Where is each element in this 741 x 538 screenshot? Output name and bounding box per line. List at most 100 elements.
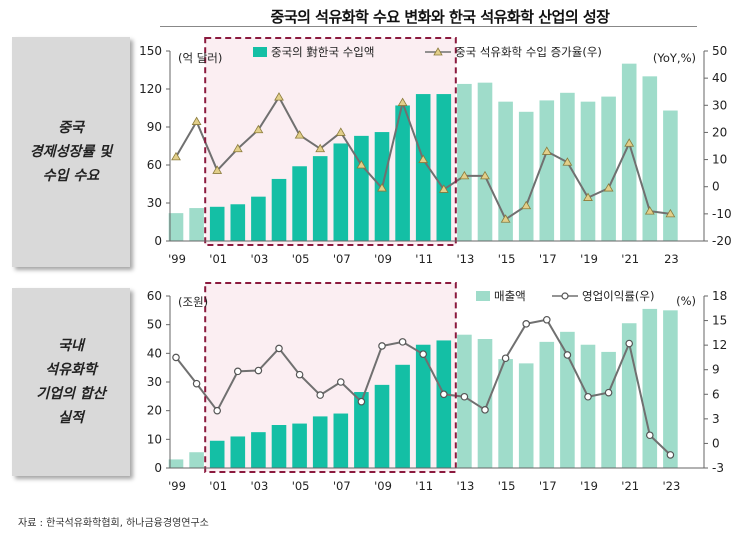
bar <box>601 351 616 468</box>
x-tick-label: '15 <box>498 252 516 266</box>
line-point <box>562 157 573 166</box>
bar <box>209 440 225 468</box>
left-tick-label: 40 <box>147 346 162 360</box>
bar <box>477 82 493 242</box>
line-point <box>604 388 613 397</box>
line-point <box>212 165 223 174</box>
bar <box>498 359 513 468</box>
right-tick-label: 0 <box>712 180 720 194</box>
bar <box>436 94 452 241</box>
left-tick-label: 50 <box>147 318 162 332</box>
legend-line-label: 중국 석유화학 수입 증가율(우) <box>455 45 602 59</box>
title-divider <box>160 26 697 27</box>
line-point <box>295 370 304 379</box>
right-tick-label: 9 <box>712 363 720 377</box>
bar <box>457 334 472 468</box>
x-tick-label: 23 <box>664 252 679 266</box>
bar <box>312 156 328 241</box>
bar <box>642 76 658 241</box>
line-point <box>254 366 263 375</box>
line-point <box>397 97 408 106</box>
line-point <box>419 350 428 358</box>
bar <box>601 96 616 241</box>
bar <box>209 206 225 241</box>
right-tick-label: 40 <box>712 71 727 85</box>
bar <box>457 83 472 241</box>
bar <box>292 166 307 241</box>
bar <box>312 416 328 468</box>
bar <box>477 339 493 468</box>
line-point <box>603 183 614 192</box>
right-tick-label: -10 <box>712 207 732 221</box>
right-tick-label: 12 <box>712 338 727 352</box>
line-point <box>315 143 326 153</box>
line-point <box>275 344 283 353</box>
right-tick-label: -20 <box>712 234 732 248</box>
bar <box>539 341 555 468</box>
line-point <box>316 391 325 399</box>
x-tick-label: '99 <box>168 479 186 493</box>
legend-bar-swatch <box>253 47 267 57</box>
line-point <box>378 342 386 350</box>
bar <box>230 436 246 468</box>
highlight-border <box>204 37 457 246</box>
line-point <box>459 170 470 180</box>
left-tick-label: 60 <box>147 158 162 172</box>
line-point <box>438 184 449 193</box>
line-point <box>645 431 654 440</box>
bar <box>354 392 369 468</box>
line-point <box>522 320 531 328</box>
x-tick-label: '15 <box>498 479 516 493</box>
legend-bar-label: 중국의 對한국 수입액 <box>271 45 374 59</box>
line-point <box>232 143 243 153</box>
line-point <box>665 208 676 218</box>
line-point <box>625 339 634 348</box>
panel1-label-line: 경제성장률 및 <box>29 144 113 160</box>
left-tick-label: 90 <box>147 120 162 134</box>
line-point <box>191 116 202 125</box>
right-axis-unit: (YoY,%) <box>653 51 696 65</box>
bar <box>251 196 266 241</box>
right-tick-label: 6 <box>712 387 720 401</box>
line-point <box>253 124 264 134</box>
line-point <box>377 183 387 192</box>
right-axis-unit: (%) <box>676 294 696 308</box>
bar <box>168 459 184 468</box>
line-point <box>521 200 532 210</box>
bar <box>374 384 390 468</box>
bar <box>560 331 575 468</box>
bar <box>333 143 349 241</box>
line-point <box>418 154 429 163</box>
x-tick-label: '17 <box>539 479 557 493</box>
line-point <box>666 451 675 459</box>
bar <box>354 135 369 241</box>
bar <box>415 344 431 468</box>
left-tick-label: 60 <box>147 289 162 303</box>
x-tick-label: '05 <box>292 479 310 493</box>
left-tick-label: 20 <box>147 404 162 418</box>
x-tick-label: '03 <box>251 252 269 266</box>
x-tick-label: '13 <box>457 252 475 266</box>
line-point <box>541 146 552 155</box>
bar <box>560 92 575 241</box>
line-point <box>234 367 242 376</box>
line-point <box>644 206 655 215</box>
line-point <box>357 397 366 406</box>
right-tick-label: -3 <box>712 461 724 475</box>
bar <box>415 94 431 241</box>
x-tick-label: '07 <box>333 479 351 493</box>
left-axis-unit: (조원) <box>178 295 208 309</box>
highlight-region <box>205 283 456 472</box>
right-tick-label: 50 <box>712 44 727 58</box>
right-tick-label: 10 <box>712 153 727 167</box>
bar <box>642 308 658 468</box>
bar <box>333 413 349 468</box>
x-tick-label: '21 <box>621 252 639 266</box>
panel2-side-label: 국내 석유화학 기업의 합산 실적 <box>12 288 130 476</box>
highlight-border <box>204 282 457 473</box>
line-point <box>398 338 407 346</box>
line-point <box>439 390 448 399</box>
panel2-label-line: 실적 <box>58 410 84 426</box>
panel2-label-line: 기업의 합산 <box>36 386 106 402</box>
